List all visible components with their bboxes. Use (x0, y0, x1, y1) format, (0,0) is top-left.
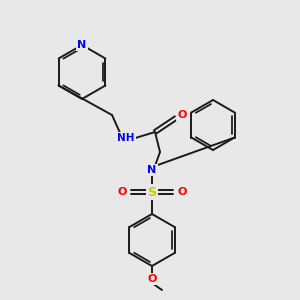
Text: S: S (148, 185, 157, 199)
Text: N: N (147, 165, 157, 175)
Text: N: N (77, 40, 87, 50)
Text: O: O (177, 110, 187, 120)
Text: O: O (117, 187, 127, 197)
Text: O: O (177, 187, 187, 197)
Text: NH: NH (117, 133, 135, 143)
Text: O: O (147, 274, 157, 284)
